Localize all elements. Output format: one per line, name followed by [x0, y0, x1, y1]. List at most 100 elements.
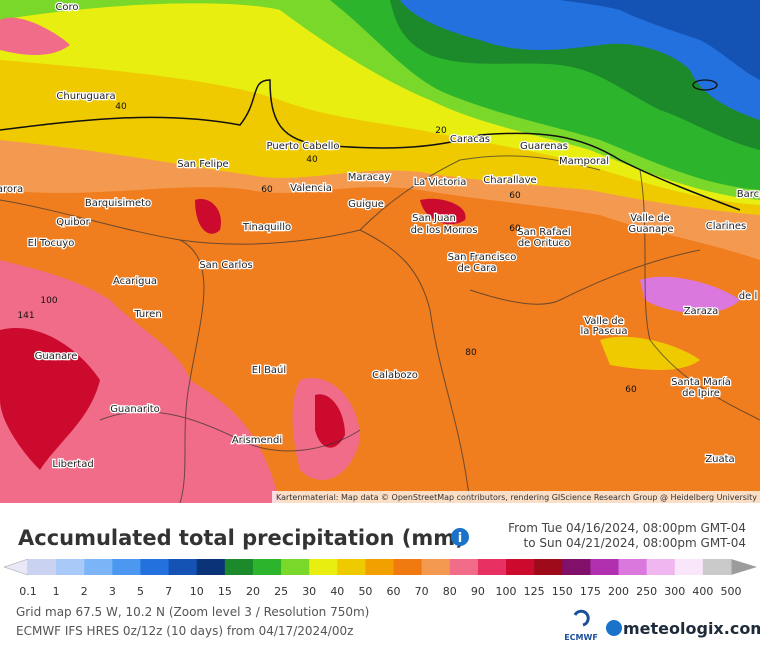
city-label: Valle de: [584, 316, 624, 327]
colorbar-tick-label: 20: [246, 585, 260, 598]
colorbar-swatch: [421, 559, 451, 575]
city-label: Coro: [55, 2, 78, 13]
city-label: de Cara: [457, 263, 496, 274]
colorbar-swatch: [112, 559, 141, 575]
colorbar-swatch: [534, 559, 563, 575]
colorbar-tick-label: 500: [721, 585, 742, 598]
colorbar-swatch: [56, 559, 85, 575]
city-label: Guanare: [35, 351, 78, 362]
colorbar-tick-label: 50: [358, 585, 372, 598]
colorbar-swatch: [646, 559, 676, 575]
city-label: Turen: [133, 309, 161, 320]
colorbar-swatch: [449, 559, 479, 575]
attribution: Kartenmaterial: Map data © OpenStreetMap…: [276, 493, 757, 502]
ecmwf-logo: [573, 609, 590, 627]
contour-label: 60: [509, 224, 521, 234]
city-label: Guigue: [348, 199, 384, 210]
contour-label: 141: [17, 311, 34, 321]
colorbar-tick-label: 90: [471, 585, 485, 598]
colorbar-swatch: [168, 559, 198, 575]
colorbar-swatch: [28, 559, 57, 575]
city-label: Santa María: [671, 376, 731, 388]
brand-logo: [606, 620, 622, 636]
footer-line: Grid map 67.5 W, 10.2 N (Zoom level 3 / …: [16, 605, 369, 619]
contour-label: 60: [625, 385, 637, 395]
city-label: Guanape: [628, 224, 673, 235]
colorbar-swatch: [618, 559, 648, 575]
city-label: El Tocuyo: [28, 238, 75, 249]
city-label: Libertad: [52, 459, 93, 470]
colorbar-swatch: [224, 559, 254, 575]
colorbar-swatch: [281, 559, 310, 575]
colorbar-tick-label: 150: [552, 585, 573, 598]
city-label: Charallave: [483, 175, 536, 186]
city-label: Barc: [737, 189, 759, 200]
colorbar-tick-label: 175: [580, 585, 601, 598]
colorbar-tick-label: 7: [165, 585, 172, 598]
city-label: la Pascua: [581, 326, 628, 337]
date-to: to Sun 04/21/2024, 08:00pm GMT-04: [524, 536, 746, 550]
colorbar-swatch: [590, 559, 620, 575]
city-label: arora: [0, 184, 23, 195]
info-glyph[interactable]: i: [458, 531, 462, 546]
city-label: Barquisimeto: [85, 198, 151, 209]
colorbar-tick-label: 200: [608, 585, 629, 598]
city-label: de los Morros: [411, 225, 478, 236]
colorbar-tick-label: 125: [524, 585, 545, 598]
info-icon[interactable]: [451, 528, 469, 546]
contour-label: 100: [40, 296, 57, 306]
map: [0, 0, 760, 503]
colorbar-swatch: [84, 559, 113, 575]
city-label: Puerto Cabello: [267, 141, 340, 152]
city-label: El Baúl: [252, 364, 286, 376]
city-label: Caracas: [450, 134, 490, 145]
city-label: Zaraza: [684, 306, 719, 317]
colorbar-tick-label: 3: [109, 585, 116, 598]
contour-label: 60: [509, 191, 521, 201]
city-label: Guanarito: [110, 404, 160, 415]
city-label: Valencia: [290, 183, 332, 194]
colorbar-swatch: [365, 559, 395, 575]
city-label: Calabozo: [372, 370, 418, 381]
colorbar-swatch: [702, 559, 732, 575]
footer-line: ECMWF IFS HRES 0z/12z (10 days) from 04/…: [16, 624, 353, 638]
city-label: Tinaquillo: [242, 222, 291, 233]
city-label: Churuguara: [56, 91, 115, 102]
city-label: de Ipire: [682, 388, 720, 399]
colorbar-under: [3, 558, 29, 576]
colorbar-tick-label: 30: [302, 585, 316, 598]
colorbar: 0.1 1 2 3 5 7 10 15 20 25 30 40 50 60 70 80 90 100 125 150 1…: [3, 558, 757, 598]
contour-label: 20: [435, 126, 447, 136]
colorbar-swatch: [309, 559, 338, 575]
contour-label: 60: [261, 185, 273, 195]
colorbar-tick-label: 100: [496, 585, 517, 598]
city-label: San Juan: [412, 213, 456, 224]
city-label: Valle de: [630, 213, 670, 224]
city-label: La Victoria: [414, 177, 467, 188]
legend-title: Accumulated total precipitation (mm): [18, 526, 465, 550]
colorbar-tick-label: 300: [664, 585, 685, 598]
date-from: From Tue 04/16/2024, 08:00pm GMT-04: [508, 521, 746, 535]
colorbar-tick-label: 0.1: [19, 585, 37, 598]
colorbar-tick-label: 2: [81, 585, 88, 598]
colorbar-swatch: [252, 559, 282, 575]
city-label: Mamporal: [559, 156, 609, 167]
contour-label: 40: [306, 155, 318, 165]
colorbar-tick-label: 15: [218, 585, 232, 598]
city-label: Zuata: [705, 454, 734, 465]
contour-label: 80: [465, 348, 477, 358]
city-label: Guarenas: [520, 141, 568, 152]
colorbar-swatch: [196, 559, 226, 575]
brand[interactable]: meteologix.com: [623, 619, 760, 638]
city-label: Quibor: [56, 217, 90, 228]
colorbar-swatch: [337, 559, 366, 575]
city-label: de Orituco: [518, 238, 570, 249]
city-label: San Francisco: [448, 252, 517, 263]
city-label: de l: [739, 291, 757, 302]
city-label: Arismendi: [232, 435, 282, 446]
colorbar-tick-label: 400: [692, 585, 713, 598]
colorbar-tick-label: 80: [443, 585, 457, 598]
colorbar-swatch: [477, 559, 507, 575]
city-label: Acarigua: [113, 276, 157, 287]
